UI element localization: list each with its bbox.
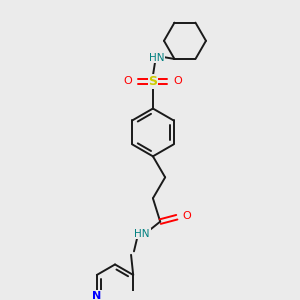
Text: O: O — [182, 211, 191, 221]
Text: N: N — [92, 291, 101, 300]
Text: S: S — [148, 75, 158, 88]
Text: O: O — [174, 76, 182, 86]
Text: HN: HN — [134, 229, 150, 239]
Text: HN: HN — [149, 52, 164, 62]
Text: O: O — [124, 76, 132, 86]
